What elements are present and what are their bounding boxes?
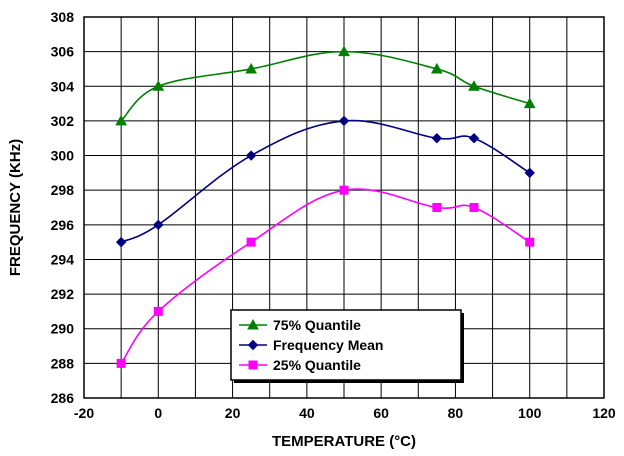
- data-point: [431, 62, 443, 74]
- x-tick-label: -20: [74, 405, 94, 421]
- series-75-quantile: [115, 45, 536, 126]
- series-layer: [115, 45, 536, 368]
- data-point: [525, 237, 535, 247]
- x-tick-label: 80: [448, 405, 464, 421]
- legend-item: Frequency Mean: [239, 337, 383, 353]
- data-point: [153, 219, 164, 231]
- y-tick-label: 294: [51, 251, 75, 267]
- data-point: [246, 237, 256, 247]
- legend-label: 25% Quantile: [273, 357, 361, 373]
- data-point: [245, 150, 257, 161]
- data-point: [468, 133, 480, 144]
- y-tick-label: 300: [51, 148, 75, 164]
- data-point: [152, 80, 165, 91]
- x-tick-label: 120: [592, 405, 616, 421]
- legend-label: Frequency Mean: [273, 337, 383, 353]
- series-frequency-mean: [115, 115, 535, 248]
- legend-item: 75% Quantile: [239, 317, 361, 333]
- y-tick-label: 292: [51, 286, 75, 302]
- data-point: [116, 358, 126, 368]
- y-tick-label: 302: [51, 113, 75, 129]
- data-point: [338, 45, 350, 57]
- data-point: [245, 62, 257, 74]
- legend-item: 25% Quantile: [239, 357, 361, 373]
- legend-box: [230, 309, 462, 381]
- data-point: [468, 80, 480, 91]
- legend-label: 75% Quantile: [273, 317, 361, 333]
- x-axis-title: TEMPERATURE (°C): [272, 433, 416, 450]
- x-tick-label: 20: [225, 405, 241, 421]
- series-25-quantile: [116, 185, 535, 368]
- data-point: [469, 203, 479, 212]
- x-tick-label: 60: [373, 405, 389, 421]
- y-tick-label: 296: [51, 217, 75, 233]
- y-tick-label: 288: [51, 355, 75, 371]
- legend-items: 75% Quantile Frequency Mean 25% Quantile: [239, 317, 383, 373]
- y-tick-label: 308: [51, 9, 75, 25]
- data-point: [432, 203, 442, 212]
- x-axis-ticks: -20 0 20 40 60 80 100 120: [74, 405, 616, 421]
- legend-marker: [247, 339, 259, 351]
- data-point: [431, 133, 443, 144]
- y-tick-label: 286: [51, 390, 75, 406]
- data-point: [338, 115, 350, 127]
- x-tick-label: 40: [299, 405, 315, 421]
- y-tick-label: 306: [51, 44, 75, 60]
- y-tick-label: 304: [51, 78, 75, 94]
- y-axis-title: FREQUENCY (KHz): [7, 139, 24, 276]
- legend-marker: [247, 318, 259, 330]
- y-axis-ticks: 286 288 290 292 294 296 298 300 302 304 306 308: [51, 9, 75, 406]
- data-point: [153, 306, 163, 316]
- data-point: [339, 185, 349, 195]
- data-point: [115, 114, 127, 126]
- y-tick-label: 290: [51, 321, 75, 337]
- data-point: [524, 167, 535, 179]
- legend: 75% Quantile Frequency Mean 25% Quantile: [230, 309, 464, 383]
- legend-marker: [248, 360, 258, 370]
- x-tick-label: 100: [518, 405, 542, 421]
- x-tick-label: 0: [154, 405, 162, 421]
- data-point: [115, 236, 127, 248]
- plot-border: [83, 16, 605, 399]
- y-tick-label: 298: [51, 182, 75, 198]
- data-point: [523, 97, 536, 109]
